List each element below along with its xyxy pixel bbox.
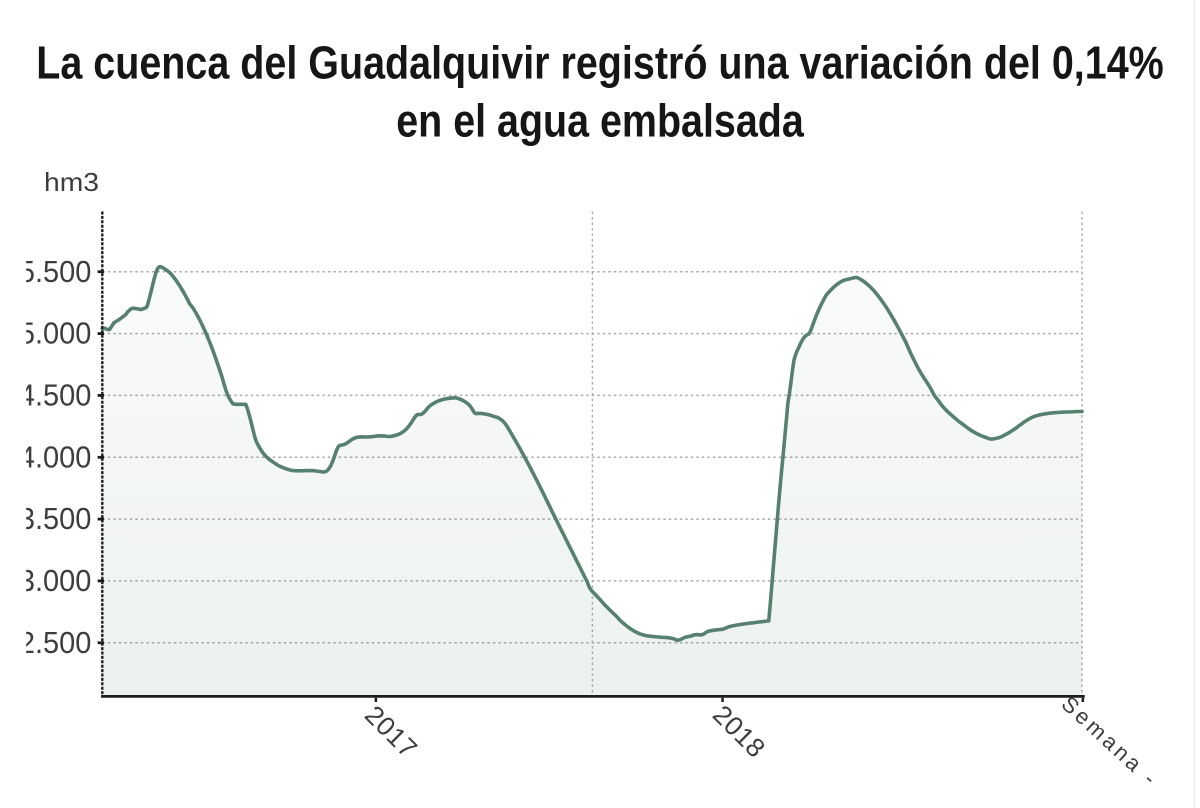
svg-text:2.500: 2.500 <box>19 626 92 660</box>
svg-text:La cuenca del Guadalquivir reg: La cuenca del Guadalquivir registró una … <box>36 37 1164 89</box>
svg-text:4.500: 4.500 <box>19 379 92 413</box>
svg-text:3.000: 3.000 <box>19 564 92 598</box>
svg-text:3.500: 3.500 <box>19 502 92 536</box>
svg-text:5.500: 5.500 <box>19 255 92 289</box>
svg-text:4.000: 4.000 <box>19 440 92 474</box>
svg-text:en el agua embalsada: en el agua embalsada <box>396 95 804 147</box>
svg-text:hm3: hm3 <box>44 167 99 197</box>
svg-text:5.000: 5.000 <box>19 317 92 351</box>
